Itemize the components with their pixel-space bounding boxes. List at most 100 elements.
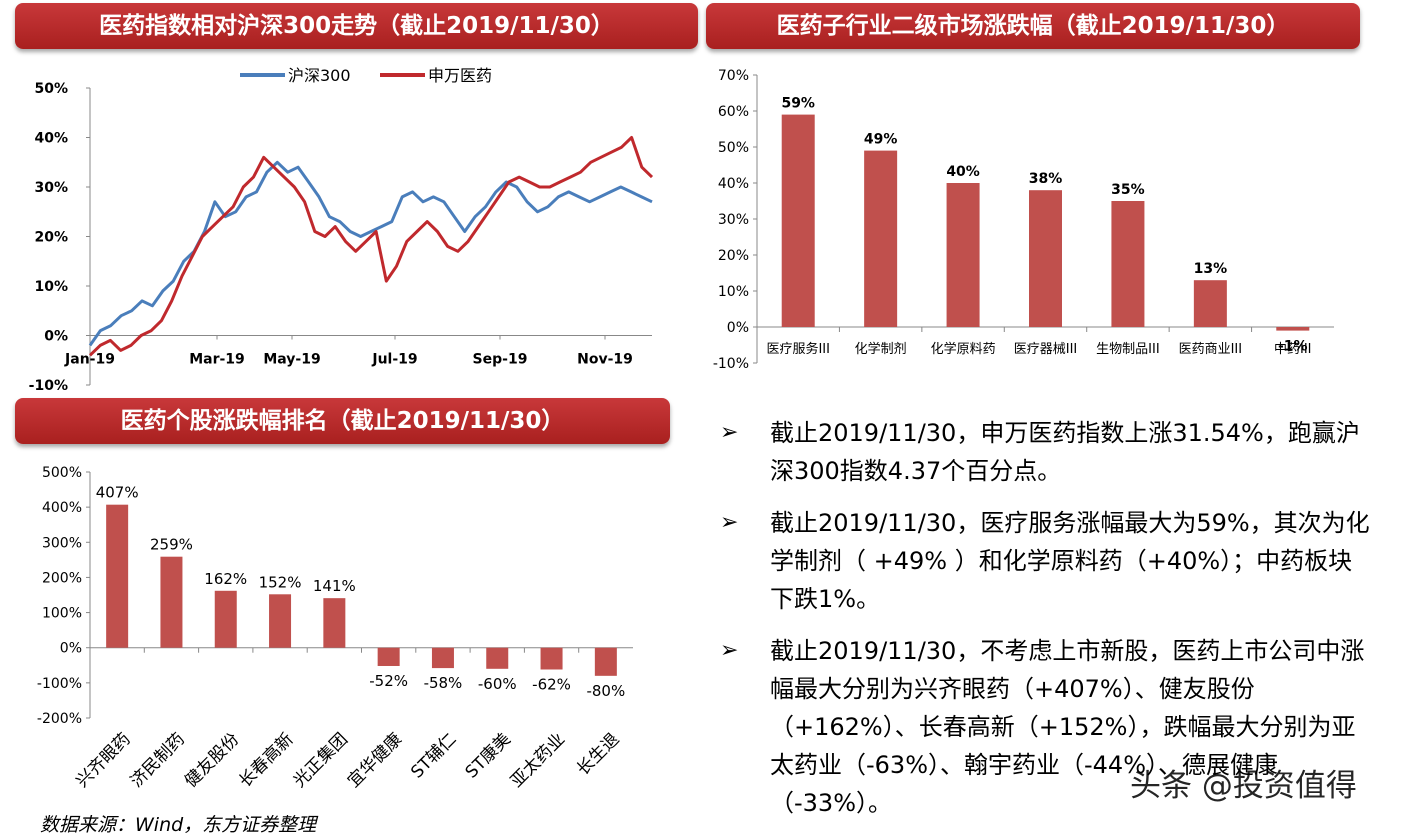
- bullet-item: ➢ 截止2019/11/30，申万医药指数上涨31.54%，跑赢沪深300指数4…: [720, 414, 1370, 490]
- y-tick-label: 30%: [34, 180, 68, 196]
- data-label: -60%: [478, 675, 517, 693]
- data-label: 49%: [864, 132, 898, 148]
- title-banner-sub-industry: 医药子行业二级市场涨跌幅（截止2019/11/30）: [706, 3, 1360, 49]
- bar: [1193, 280, 1227, 327]
- y-tick-label: -10%: [29, 378, 68, 394]
- bar: [1111, 201, 1145, 327]
- arrow-bullet-icon: ➢: [720, 510, 739, 535]
- data-label: 152%: [259, 573, 302, 591]
- data-label: 38%: [1029, 171, 1063, 187]
- category-label: 长春高新: [235, 729, 297, 791]
- bar: [864, 150, 898, 327]
- data-label: -1%: [1278, 339, 1308, 355]
- y-tick-label: 70%: [718, 68, 749, 84]
- y-tick-label: 0%: [44, 329, 68, 345]
- category-label: 健友股份: [181, 729, 243, 791]
- x-tick-label: May-19: [263, 352, 320, 368]
- category-label: 医疗器械III: [1014, 342, 1078, 357]
- bullet-item: ➢ 截止2019/11/30，不考虑上市新股，医药上市公司中涨幅最大分别为兴齐眼…: [720, 632, 1370, 822]
- y-tick-label: 10%: [718, 284, 749, 300]
- y-tick-label: 60%: [718, 104, 749, 120]
- y-tick-label: 30%: [718, 212, 749, 228]
- bar: [781, 114, 815, 327]
- sub-industry-bar-chart: 70% 60% 50% 40% 30% 20% 10% 0% -10% 59% 医疗服务III 49%…: [713, 68, 1334, 372]
- bar: [160, 556, 183, 648]
- category-label: 济民制药: [127, 729, 189, 791]
- bar: [946, 183, 980, 327]
- y-tick-label: -10%: [713, 356, 749, 372]
- category-label: 医药商业III: [1179, 342, 1243, 357]
- data-label: 13%: [1194, 261, 1228, 277]
- data-label: 259%: [150, 536, 193, 554]
- y-tick-label: -100%: [37, 676, 82, 692]
- index-trend-line-chart: 50% 40% 30% 20% 10% 0% -10% Jan-19 Mar-19 May-19 J…: [29, 66, 654, 394]
- y-tick-label: 10%: [34, 279, 68, 295]
- y-tick-label: 400%: [42, 500, 82, 516]
- y-tick-label: 200%: [42, 570, 82, 586]
- y-tick-label: 20%: [718, 248, 749, 264]
- data-label: 407%: [96, 484, 139, 502]
- category-label: 兴齐眼药: [72, 729, 134, 791]
- data-label: 141%: [313, 577, 356, 595]
- stock-rank-title: 医药个股涨跌幅排名（截止2019/11/30）: [120, 408, 565, 434]
- bar: [269, 594, 292, 648]
- y-tick-label: 100%: [42, 606, 82, 622]
- data-label: 35%: [1111, 182, 1145, 198]
- summary-bullets: ➢ 截止2019/11/30，申万医药指数上涨31.54%，跑赢沪深300指数4…: [720, 414, 1370, 836]
- data-label: 40%: [946, 164, 980, 180]
- bar: [106, 504, 129, 648]
- category-label: 中药III: [1274, 342, 1312, 357]
- watermark: 头条 @投资值得: [1130, 768, 1357, 804]
- title-banner-stock-rank: 医药个股涨跌幅排名（截止2019/11/30）: [15, 398, 670, 444]
- category-label: 光正集团: [290, 729, 352, 791]
- bar: [540, 647, 563, 670]
- bar: [377, 647, 400, 666]
- stock-rank-bar-chart: 500% 400% 300% 200% 100% 0% -100% -200% 407% 兴齐眼药…: [37, 465, 633, 792]
- bar: [1029, 190, 1062, 327]
- bar: [214, 590, 237, 648]
- x-tick-label: Jan-19: [64, 352, 115, 368]
- bullet-item: ➢ 截止2019/11/30，医疗服务涨幅最大为59%，其次为化学制剂（ +49…: [720, 504, 1370, 618]
- legend-label: 申万医药: [428, 66, 492, 85]
- arrow-bullet-icon: ➢: [720, 420, 739, 445]
- y-tick-label: 50%: [718, 140, 749, 156]
- category-label: 亚太药业: [507, 729, 569, 791]
- y-tick-label: 50%: [34, 81, 68, 97]
- index-trend-title: 医药指数相对沪深300走势（截止2019/11/30）: [99, 13, 614, 39]
- bar: [486, 647, 509, 669]
- y-tick-label: 20%: [34, 230, 68, 246]
- series-line-hs300: [88, 160, 653, 347]
- y-tick-label: 40%: [718, 176, 749, 192]
- category-label: 化学原料药: [931, 341, 996, 357]
- bullet-text: 截止2019/11/30，申万医药指数上涨31.54%，跑赢沪深300指数4.3…: [770, 419, 1360, 485]
- x-tick-label: Nov-19: [577, 352, 633, 368]
- x-tick-label: Jul-19: [371, 352, 417, 368]
- sub-industry-title: 医药子行业二级市场涨跌幅（截止2019/11/30）: [776, 13, 1290, 39]
- data-label: -58%: [424, 674, 463, 692]
- y-tick-label: 300%: [42, 535, 82, 551]
- category-label: 化学制剂: [855, 341, 907, 357]
- series-line-sw-pharma: [88, 136, 654, 357]
- data-label: 162%: [204, 570, 247, 588]
- bullet-text: 截止2019/11/30，医疗服务涨幅最大为59%，其次为化学制剂（ +49% …: [770, 509, 1370, 613]
- data-label: -80%: [586, 682, 625, 700]
- x-tick-label: Mar-19: [189, 352, 245, 368]
- x-tick-label: Sep-19: [473, 352, 528, 368]
- bar: [323, 598, 346, 648]
- bar: [1276, 327, 1310, 331]
- category-label: ST康美: [462, 729, 515, 782]
- category-label: ST辅仁: [407, 729, 460, 782]
- category-label: 宜华健康: [344, 729, 406, 791]
- bullet-text: 截止2019/11/30，不考虑上市新股，医药上市公司中涨幅最大分别为兴齐眼药（…: [770, 637, 1365, 817]
- legend-label: 沪深300: [288, 66, 351, 85]
- y-tick-label: 0%: [60, 641, 82, 657]
- title-banner-index-trend: 医药指数相对沪深300走势（截止2019/11/30）: [15, 3, 698, 49]
- y-tick-label: 0%: [727, 320, 749, 336]
- data-label: -62%: [532, 676, 571, 694]
- data-label: -52%: [369, 672, 408, 690]
- y-tick-label: 500%: [42, 465, 82, 481]
- category-label: 生物制品III: [1096, 342, 1160, 357]
- y-tick-label: 40%: [34, 131, 68, 147]
- source-note: 数据来源：Wind，东方证券整理: [40, 814, 317, 836]
- category-label: 医疗服务III: [766, 341, 830, 357]
